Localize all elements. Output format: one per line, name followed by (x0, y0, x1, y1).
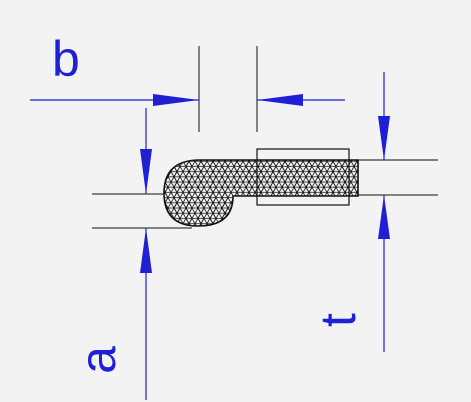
label-t: t (310, 313, 366, 327)
arrow-t-top (378, 116, 390, 160)
arrow-t-bottom (378, 195, 390, 239)
arrow-b-right (257, 94, 303, 106)
dimension-b: b (30, 31, 345, 132)
arrow-a-top (140, 149, 152, 194)
arrow-b-left (153, 94, 199, 106)
label-a: a (70, 346, 126, 374)
dimension-a: a (70, 108, 192, 400)
dimension-t: t (310, 72, 438, 352)
arrow-a-bottom (140, 228, 152, 273)
seal-profile (163, 148, 359, 227)
profile-outline (163, 159, 359, 227)
label-b: b (52, 31, 80, 87)
hatch-fill (164, 160, 358, 226)
